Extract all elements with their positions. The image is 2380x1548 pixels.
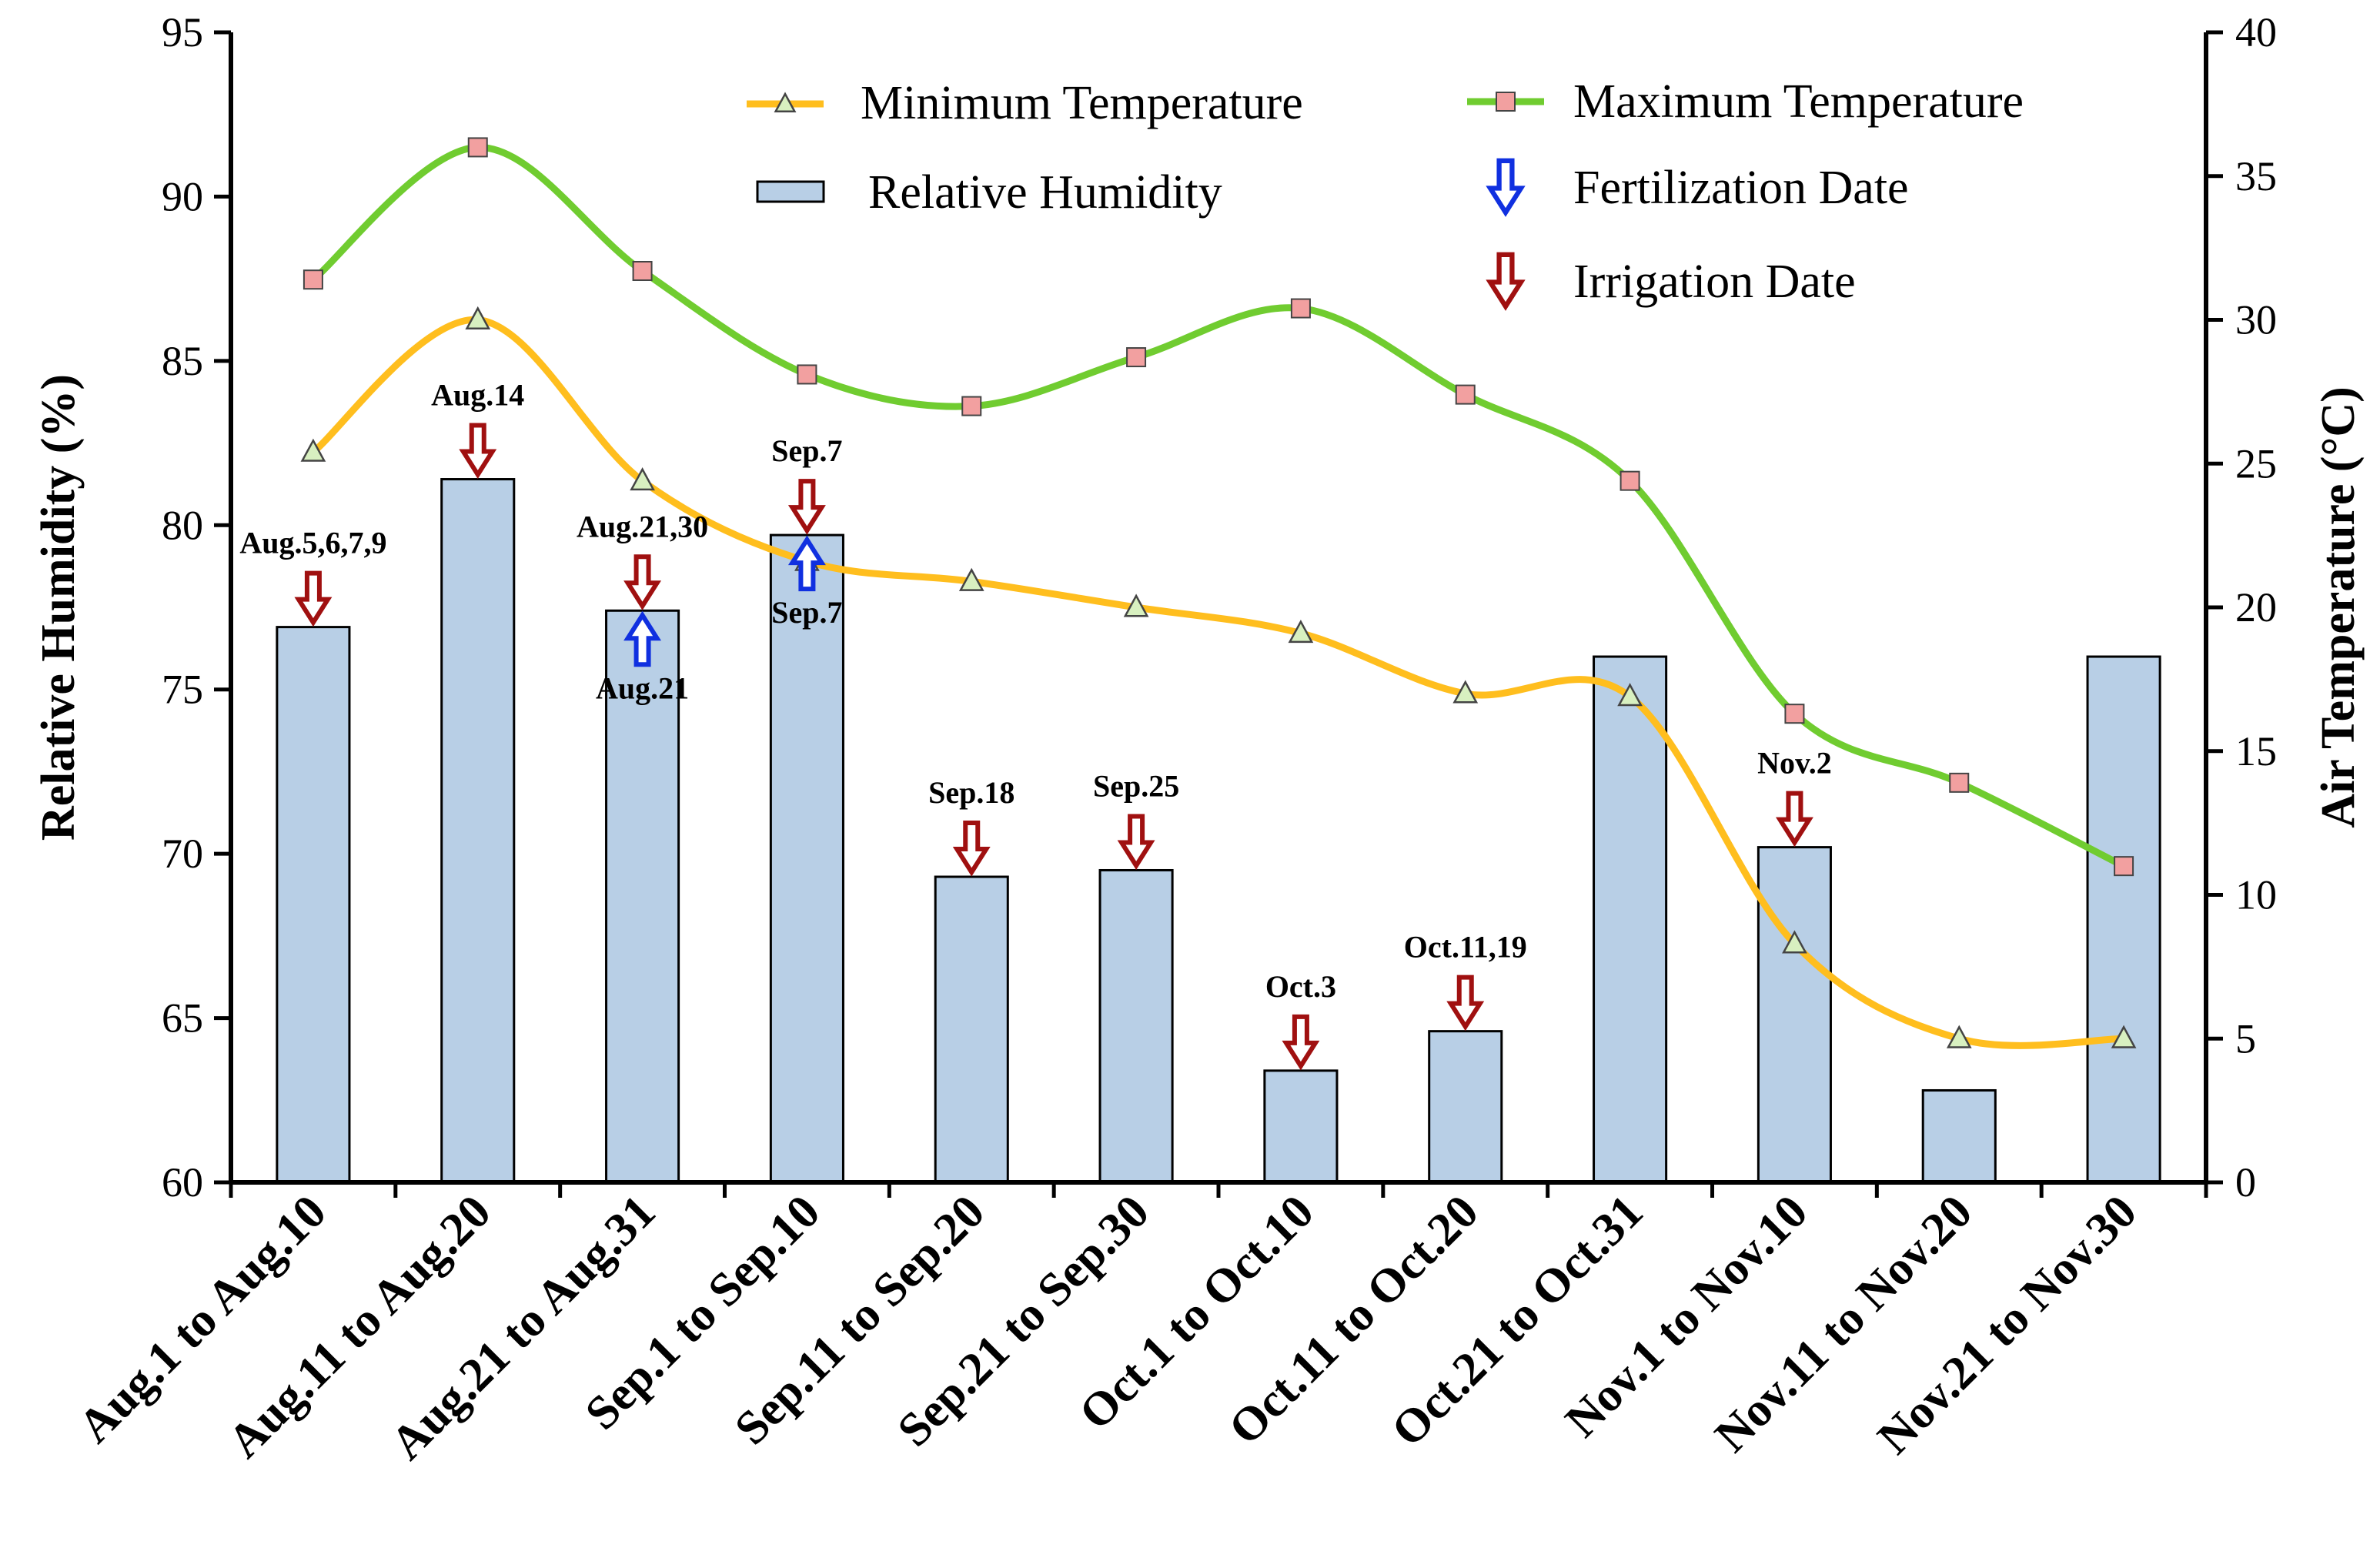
left-tick-label-0: 60 (162, 1159, 203, 1205)
date-annotations: Aug.5,6,7,9 Aug.14 Aug.21,30 Sep.7 Sep.18 Sep… (239, 378, 1832, 1071)
left-tick-label-4: 80 (162, 502, 203, 548)
legend-fertilization-arrow-icon (1486, 158, 1526, 217)
irrigation-arrow-5 (1117, 814, 1155, 871)
irrigation-arrow-0 (294, 570, 333, 627)
min-temperature-marker-8 (1617, 683, 1643, 707)
irrigation-arrow-1 (459, 423, 497, 480)
max-temperature-marker-10 (1949, 772, 1970, 793)
legend-max-temperature-marker (1496, 92, 1516, 112)
irrigation-arrow-3 (787, 479, 826, 535)
legend-min-temperature-marker (774, 92, 797, 112)
left-tick-label-1: 65 (162, 995, 203, 1041)
min-temperature-line (309, 316, 2128, 1049)
min-temperature-marker-7 (1452, 680, 1479, 704)
left-tick-label-6: 90 (162, 173, 203, 219)
humidity-bar-8 (1593, 655, 1668, 1184)
right-tick-label-1: 5 (2235, 1015, 2256, 1062)
min-temperature-marker-1 (465, 306, 491, 329)
legend-irrigation-arrow-icon (1486, 252, 1526, 311)
max-temperature-marker-6 (1290, 298, 1311, 319)
irrigation-label-8: Nov.2 (1757, 746, 1832, 781)
min-temperature-marker-9 (1782, 930, 1807, 954)
humidity-bar-3 (769, 533, 844, 1184)
legend-humidity-swatch (756, 180, 825, 203)
humidity-bar-0 (276, 626, 351, 1184)
min-temperature-marker-2 (630, 467, 655, 491)
humidity-bar-9 (1757, 846, 1832, 1184)
right-tick-label-5: 25 (2235, 440, 2277, 486)
legend-irrigation-label: Irrigation Date (1573, 256, 1856, 308)
irrigation-label-0: Aug.5,6,7,9 (239, 526, 386, 560)
min-temperature-marker-0 (300, 438, 326, 462)
fertilization-arrow-0 (623, 610, 662, 667)
legend: Minimum Temperature Maximum Temperature Re… (747, 75, 2024, 311)
legend-min-temperature-label: Minimum Temperature (861, 77, 1303, 129)
min-temperature-marker-11 (2111, 1025, 2137, 1048)
humidity-bar-4 (934, 875, 1009, 1184)
left-axis-title: Relative Humidity (%) (32, 374, 85, 841)
right-tick-label-7: 35 (2235, 153, 2277, 199)
temperature-lines (300, 137, 2137, 1049)
max-temperature-marker-9 (1784, 704, 1805, 724)
irrigation-arrow-2 (623, 554, 662, 610)
right-tick-label-2: 10 (2235, 872, 2277, 918)
humidity-bar-5 (1098, 868, 1174, 1184)
min-temperature-marker-5 (1123, 593, 1149, 617)
left-tick-label-3: 75 (162, 667, 203, 713)
min-temperature-marker-4 (958, 567, 984, 591)
max-temperature-marker-7 (1455, 384, 1476, 405)
irrigation-arrow-6 (1282, 1014, 1320, 1071)
left-tick-label-7: 95 (162, 9, 203, 55)
humidity-bar-11 (2086, 655, 2161, 1184)
legend-max-temperature-label: Maximum Temperature (1573, 75, 2024, 128)
irrigation-label-3: Sep.7 (771, 433, 842, 468)
max-temperature-marker-5 (1126, 347, 1147, 368)
max-temperature-marker-3 (797, 364, 817, 385)
fertilization-label-1: Sep.7 (771, 595, 842, 630)
fertilization-label-0: Aug.21 (596, 670, 689, 705)
right-tick-label-6: 30 (2235, 297, 2277, 343)
max-temperature-marker-0 (303, 269, 323, 290)
humidity-bar-10 (1921, 1088, 1997, 1184)
irrigation-arrow-4 (952, 821, 991, 877)
left-tick-label-5: 85 (162, 338, 203, 384)
irrigation-label-5: Sep.25 (1093, 768, 1179, 803)
humidity-bar-7 (1428, 1030, 1503, 1184)
irrigation-label-6: Oct.3 (1265, 969, 1336, 1004)
max-temperature-marker-2 (632, 261, 653, 282)
min-temperature-marker-6 (1288, 619, 1314, 644)
irrigation-label-2: Aug.21,30 (577, 509, 708, 543)
max-temperature-marker-4 (961, 396, 982, 416)
max-temperature-marker-11 (2114, 856, 2134, 877)
right-tick-label-3: 15 (2235, 728, 2277, 774)
irrigation-label-7: Oct.11,19 (1404, 930, 1527, 965)
legend-fertilization-label: Fertilization Date (1573, 162, 1909, 214)
irrigation-arrow-7 (1446, 975, 1485, 1031)
right-tick-label-0: 0 (2235, 1159, 2256, 1205)
fertilization-arrow-1 (787, 535, 826, 592)
right-tick-label-8: 40 (2235, 9, 2277, 55)
right-axis-title: Air Temperature (°C) (2312, 386, 2365, 828)
max-temperature-marker-1 (467, 137, 488, 158)
irrigation-label-1: Aug.14 (431, 378, 524, 413)
legend-humidity-label: Relative Humidity (868, 166, 1222, 219)
humidity-bar-1 (440, 478, 516, 1184)
humidity-bars (276, 478, 2161, 1184)
irrigation-arrow-8 (1775, 791, 1813, 848)
max-temperature-marker-8 (1620, 470, 1640, 491)
humidity-bar-2 (605, 609, 680, 1184)
min-temperature-marker-10 (1946, 1025, 1972, 1048)
humidity-bar-6 (1263, 1069, 1339, 1184)
irrigation-label-4: Sep.18 (928, 775, 1015, 810)
left-tick-label-2: 70 (162, 831, 203, 877)
right-tick-label-4: 20 (2235, 584, 2277, 630)
